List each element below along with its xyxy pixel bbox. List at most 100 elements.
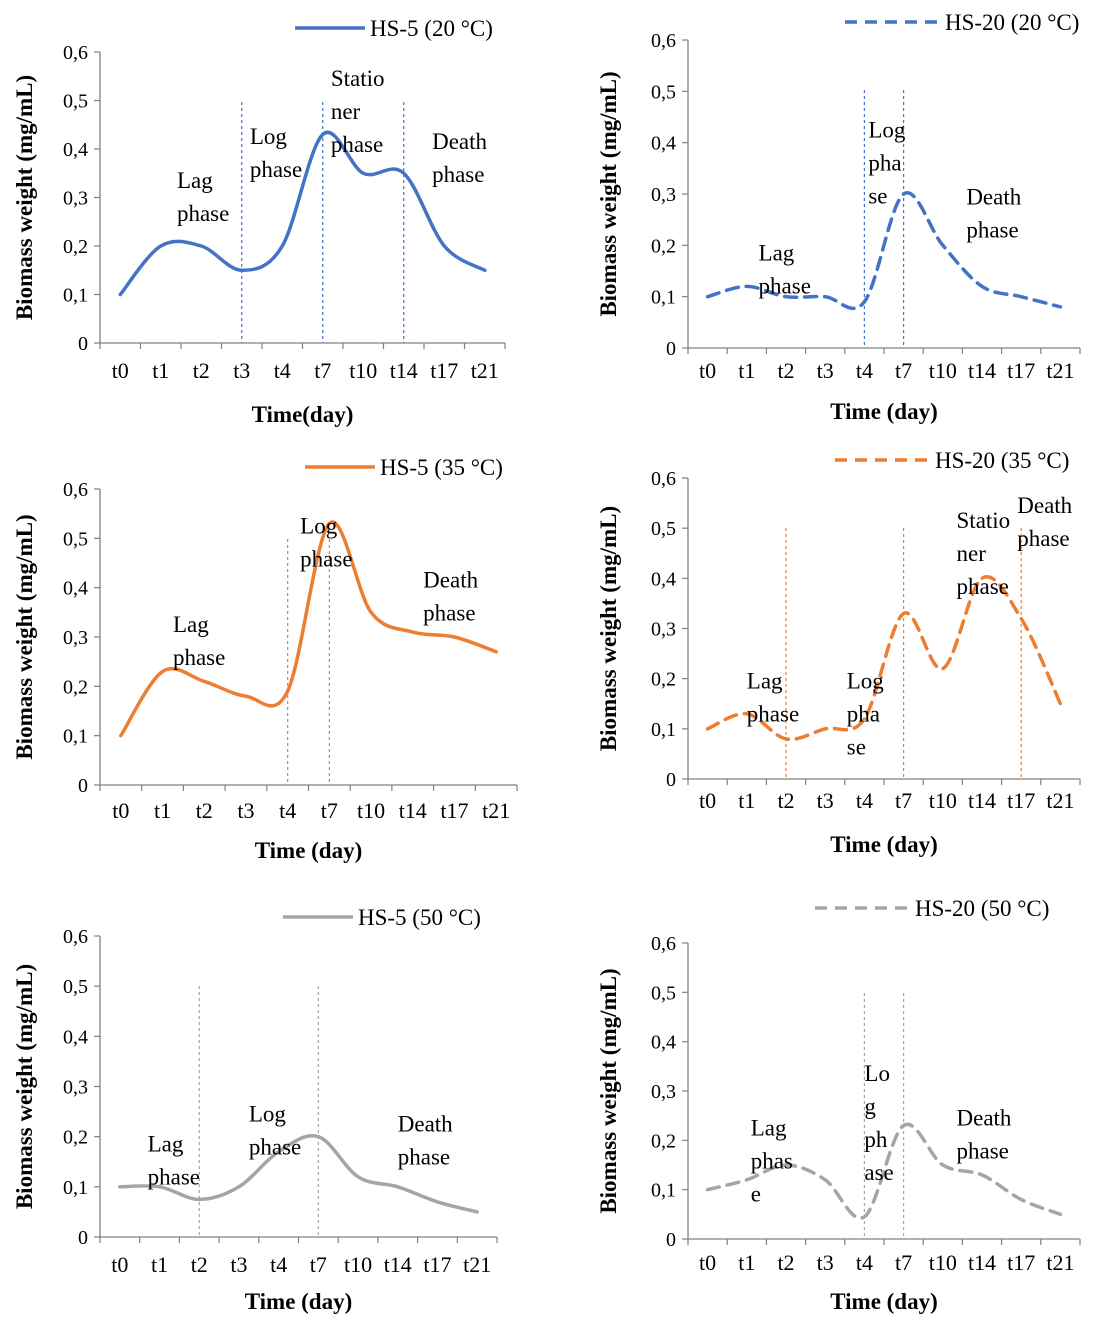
x-tick-label: t17 [423,1252,451,1277]
x-tick-label: t7 [895,1250,912,1275]
data-point [277,1150,281,1154]
x-tick-label: t10 [929,788,957,813]
x-tick-label: t7 [895,358,912,383]
data-point [784,737,788,741]
y-tick-label: 0,6 [651,30,676,52]
y-axis-title: Biomass weight (mg/mL) [12,964,37,1209]
y-tick-label: 0,4 [63,139,88,161]
x-tick-label: t14 [390,358,418,383]
data-point [494,650,498,654]
data-point [862,300,866,304]
y-axis-title: Biomass weight (mg/mL) [596,968,621,1213]
y-tick-label: 0,2 [651,669,676,691]
phase-annotation: Statio ner phase [957,508,1011,599]
y-axis-title: Biomass weight (mg/mL) [596,71,621,316]
y-tick-label: 0,1 [651,1180,676,1202]
x-tick-label: t17 [1007,1250,1035,1275]
data-point [1019,616,1023,620]
data-point [118,293,122,296]
x-tick-label: t1 [738,788,755,813]
x-tick-label: t10 [349,358,377,383]
x-tick-label: t1 [154,798,171,823]
series-line [119,520,498,738]
data-point [745,712,749,716]
legend-label: HS-20 (20 °C) [945,10,1079,35]
phase-annotation: Death phase [966,184,1021,242]
data-point [197,1197,201,1201]
x-tick-label: t3 [230,1252,247,1277]
phase-annotation: Death phase [957,1106,1012,1164]
x-tick-label: t17 [430,358,458,383]
chart-panel-1: 0 0,1 0,2 0,3 0,4 0,5 0,6 t0 t1 t2 t3 t4 t7 t10 t14 t17… [12,16,506,427]
data-point [1019,295,1023,299]
data-point [411,630,415,634]
x-tick-label: t4 [279,798,296,823]
data-point [823,1178,827,1182]
y-tick-label: 0,5 [651,518,676,540]
y-tick-label: 0 [78,775,88,797]
x-tick-label: t21 [1046,358,1074,383]
chart-panel-3: 0 0,1 0,2 0,3 0,4 0,5 0,6 t0 t1 t2 t3 t4 t7 t10 t14 t17… [12,455,518,863]
data-point [980,1173,984,1177]
x-tick-label: t14 [968,358,996,383]
legend-label: HS-5 (35 °C) [380,455,503,480]
x-tick-label: t3 [817,358,834,383]
chart-panel-2: 0 0,1 0,2 0,3 0,4 0,5 0,6 t0 t1 t2 t3 t4 t7 t10 t14 t17… [596,10,1081,424]
y-axis-title: Biomass weight (mg/mL) [596,506,621,751]
data-point [452,635,456,639]
data-point [199,244,203,248]
data-point [286,689,290,693]
y-tick-label: 0,4 [63,1026,88,1048]
data-point [941,667,945,671]
x-tick-label: t2 [191,1252,208,1277]
y-tick-label: 0,1 [651,719,676,741]
data-point [706,727,710,731]
series-line [118,130,487,297]
data-point [369,610,373,614]
x-axis-title: Time (day) [830,399,938,424]
y-tick-label: 0,5 [651,982,676,1004]
x-tick-label: t21 [1046,1250,1074,1275]
data-point [784,1163,788,1167]
phase-annotation: Death phase [1017,493,1072,551]
y-tick-label: 0,2 [651,1130,676,1152]
x-tick-label: t2 [777,358,794,383]
y-tick-label: 0,5 [63,91,88,113]
data-point [941,1163,945,1167]
y-tick-label: 0,6 [651,468,676,490]
x-tick-label: t3 [237,798,254,823]
data-point [280,244,284,248]
legend-label: HS-5 (50 °C) [358,905,481,930]
data-point [119,734,123,738]
data-point [361,171,365,175]
data-point [980,284,984,288]
y-tick-label: 0,6 [63,42,88,64]
y-tick-label: 0,3 [651,184,676,206]
x-tick-label: t2 [193,358,210,383]
x-tick-label: t7 [310,1252,327,1277]
y-tick-label: 0,2 [63,236,88,258]
data-point [1058,702,1062,706]
y-tick-label: 0,2 [63,676,88,698]
data-point [706,295,710,299]
x-tick-label: t1 [151,1252,168,1277]
data-point [823,727,827,731]
x-tick-label: t7 [895,788,912,813]
phase-annotation: Death phase [423,568,478,626]
data-point [442,244,446,248]
data-point [706,1188,710,1192]
chart-panel-5: 0 0,1 0,2 0,3 0,4 0,5 0,6 t0 t1 t2 t3 t4 t7 t10 t14 t17… [12,905,498,1314]
x-tick-label: t21 [482,798,510,823]
chart-panel-4: 0 0,1 0,2 0,3 0,4 0,5 0,6 t0 t1 t2 t3 t4 t7 t10 t14 t17… [596,448,1081,857]
y-tick-label: 0,3 [63,188,88,210]
x-tick-label: t7 [314,358,331,383]
